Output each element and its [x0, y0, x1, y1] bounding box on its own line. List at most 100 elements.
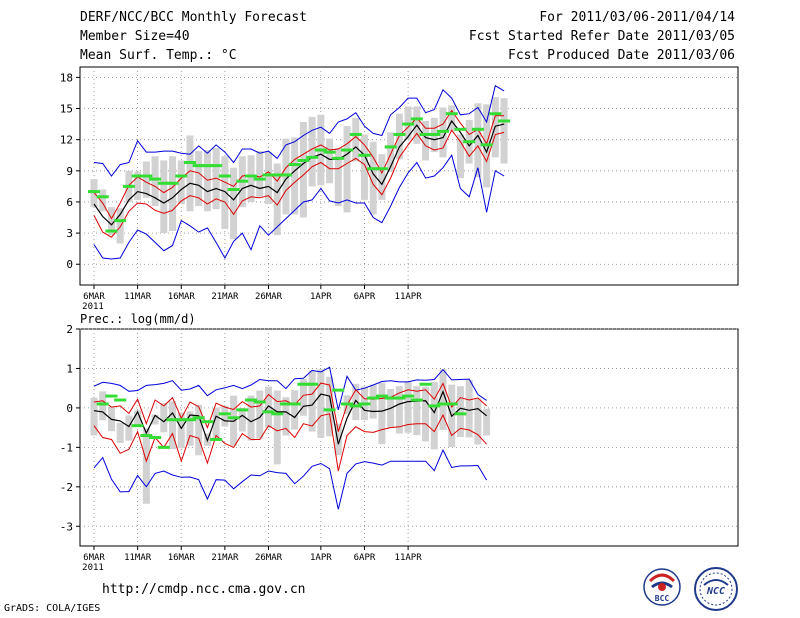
member-box [125, 415, 133, 441]
member-box [282, 397, 290, 436]
member-box [465, 379, 473, 438]
y-tick-label: 1 [66, 362, 73, 375]
bcc-logo-text: BCC [655, 594, 670, 603]
member-box [352, 117, 360, 162]
header-title: DERF/NCC/BCC Monthly Forecast [80, 10, 307, 25]
member-box [413, 386, 421, 436]
member-box [299, 379, 307, 416]
y-tick-label: -3 [60, 520, 73, 533]
x-tick-label: 16MAR [168, 553, 196, 563]
logos: BCC NCC [643, 567, 738, 611]
member-box [369, 384, 377, 419]
member-box [195, 404, 203, 456]
member-box [308, 116, 316, 187]
member-box [221, 156, 229, 229]
member-box [151, 156, 159, 207]
member-box [160, 160, 168, 234]
member-box [238, 407, 246, 432]
x-tick-label: 21MAR [211, 292, 239, 302]
x-tick-label: 21MAR [211, 553, 239, 563]
x-tick-label: 26MAR [255, 553, 283, 563]
y-tick-label: 9 [66, 165, 73, 178]
member-box [456, 134, 464, 179]
member-box [282, 138, 290, 215]
plot-frame [79, 66, 739, 286]
member-box [177, 412, 185, 449]
y-tick-label: 3 [66, 227, 73, 240]
member-box [116, 208, 124, 244]
member-box [169, 156, 177, 232]
y-tick-label: 6 [66, 196, 73, 209]
member-box [422, 386, 430, 442]
header-member-size: Member Size=40 [80, 29, 190, 44]
series-lower_spread [93, 129, 505, 238]
member-box [177, 160, 185, 205]
member-box [334, 147, 342, 207]
member-box [291, 137, 299, 215]
member-box [439, 369, 447, 431]
x-tick-label: 6APR [354, 553, 376, 563]
member-box [256, 390, 264, 439]
member-box [221, 405, 229, 427]
x-year-label: 2011 [82, 563, 104, 573]
member-box [134, 171, 142, 200]
member-box [352, 383, 360, 421]
header-period: For 2011/03/06-2011/04/14 [539, 10, 735, 25]
member-box [99, 391, 107, 421]
ncc-logo: NCC [694, 567, 738, 611]
member-box [430, 381, 438, 450]
y-tick-label: 12 [60, 134, 73, 147]
member-box [369, 141, 377, 215]
member-box [404, 381, 412, 433]
footer-url: http://cmdp.ncc.cma.gov.cn [102, 582, 306, 597]
x-tick-label: 11MAR [124, 292, 152, 302]
member-box [448, 105, 456, 132]
member-box [326, 138, 334, 184]
x-tick-label: 6MAR [83, 292, 105, 302]
member-box [195, 151, 203, 207]
series-mean [93, 119, 505, 226]
member-box [334, 423, 342, 456]
member-box [107, 207, 115, 236]
member-box [99, 189, 107, 212]
member-box [247, 155, 255, 202]
member-box [360, 134, 368, 200]
y-tick-label: 2 [66, 323, 73, 336]
header-refer-date: Fcst Started Refer Date 2011/03/05 [468, 29, 735, 44]
member-box [387, 132, 395, 172]
y-tick-label: 18 [60, 71, 73, 84]
x-tick-label: 1APR [310, 553, 332, 563]
series-max [93, 84, 505, 177]
member-box [90, 397, 98, 436]
series-lower_spread [93, 413, 487, 472]
member-box [378, 154, 386, 200]
member-box [186, 135, 194, 212]
member-box [265, 386, 272, 428]
member-box [160, 403, 168, 433]
member-box [483, 408, 491, 436]
header-produced-date: Fcst Produced Date 2011/03/06 [508, 48, 735, 63]
ncc-logo-text: NCC [706, 586, 725, 597]
chart-panel-1: 0 3 6 9 12 15 18 6MAR 11MAR 16MAR 21MAR 26MAR 1APR 6A… [60, 66, 739, 312]
y-tick-label: 0 [66, 258, 73, 271]
member-box [378, 382, 386, 445]
member-box [456, 386, 464, 438]
member-box [326, 376, 334, 437]
member-box [474, 103, 482, 178]
x-tick-label: 6APR [354, 292, 376, 302]
x-tick-label: 11APR [395, 292, 423, 302]
series-max [93, 366, 487, 411]
member-box [474, 398, 482, 445]
member-box [500, 98, 508, 164]
x-tick-label: 6MAR [83, 553, 105, 563]
series-min [93, 154, 505, 260]
x-year-label: 2011 [82, 302, 104, 312]
member-box [299, 122, 307, 218]
x-tick-label: 11APR [395, 553, 423, 563]
member-box [308, 370, 316, 432]
bcc-logo: BCC [643, 568, 681, 606]
x-tick-label: 1APR [310, 292, 332, 302]
